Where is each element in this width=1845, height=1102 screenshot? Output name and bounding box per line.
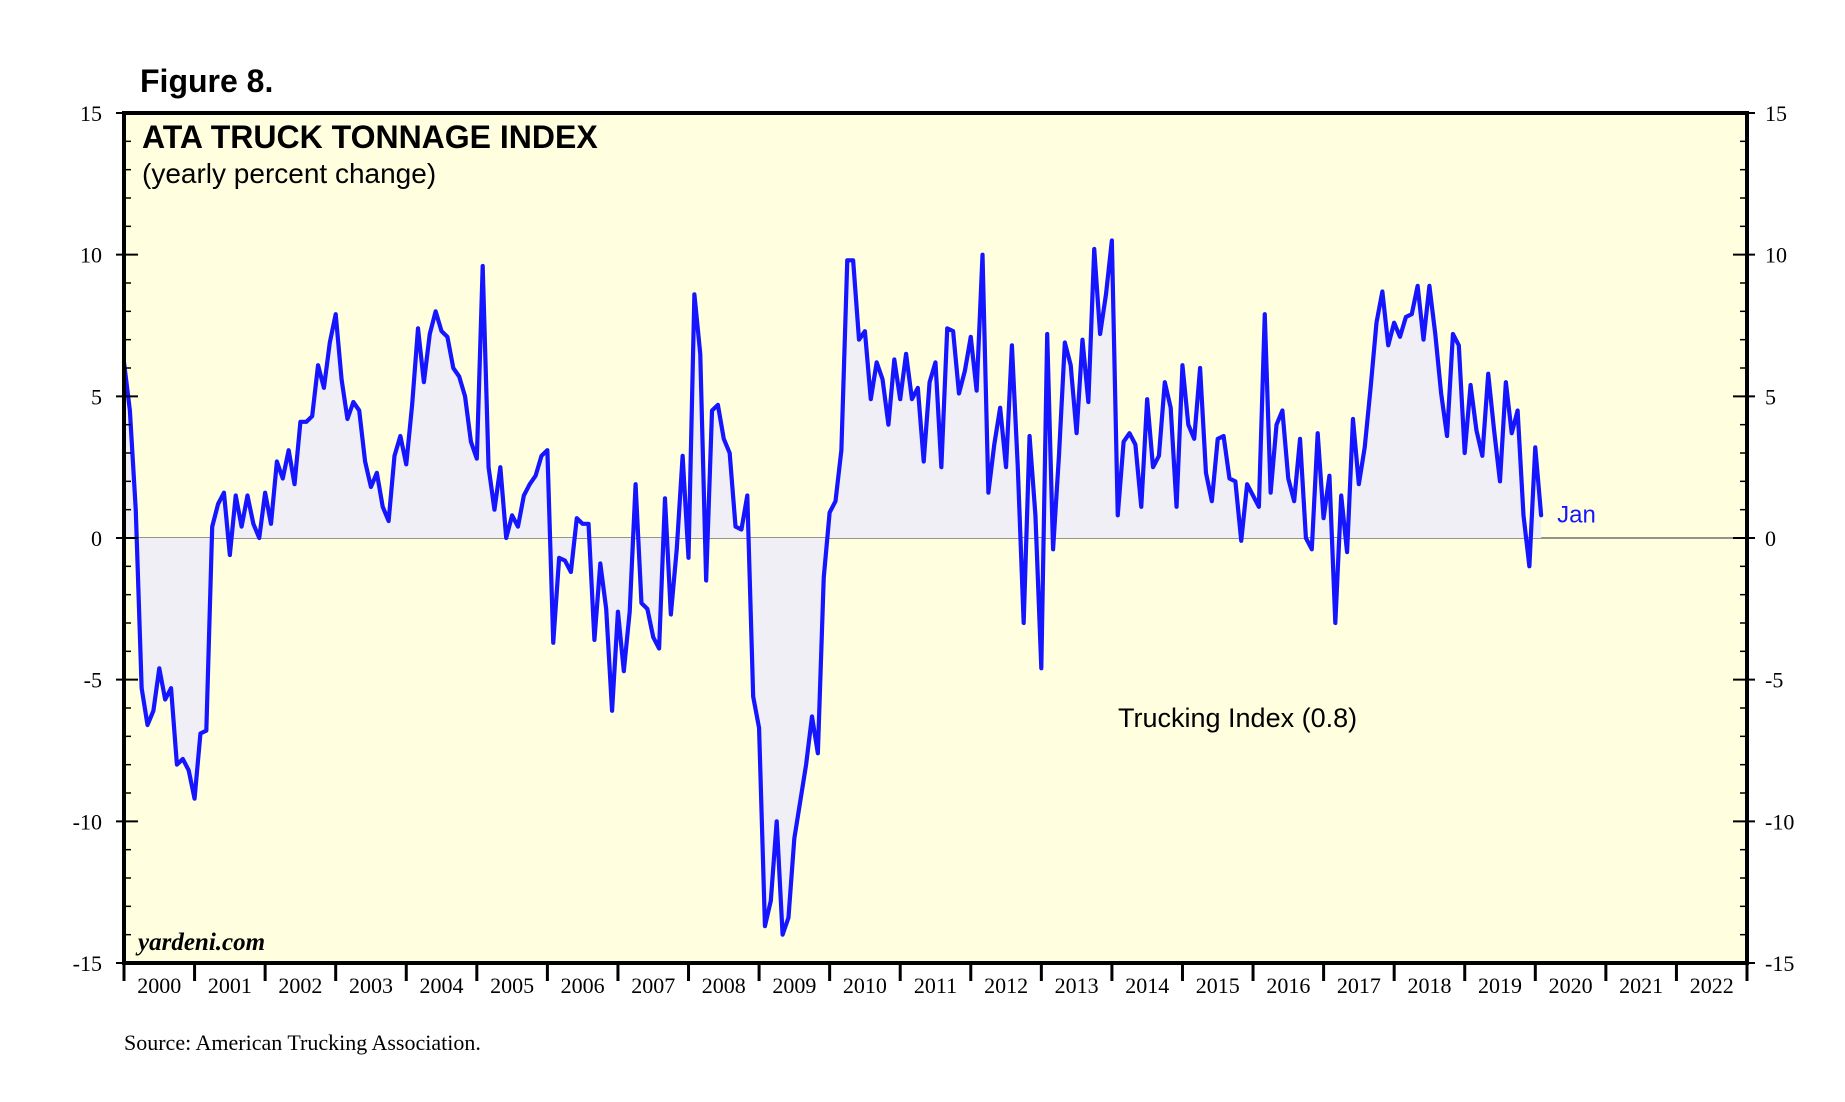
x-tick-label: 2015 (1196, 973, 1240, 998)
y-tick-label-right: 10 (1765, 243, 1787, 268)
x-tick-label: 2020 (1549, 973, 1593, 998)
y-tick-label-left: 10 (80, 243, 102, 268)
y-tick-label-left: 5 (91, 384, 102, 409)
x-tick-label: 2010 (843, 973, 887, 998)
source-note: Source: American Trucking Association. (124, 1030, 481, 1055)
x-tick-label: 2014 (1125, 973, 1169, 998)
y-tick-label-left: -15 (73, 951, 102, 976)
series-label: Trucking Index (0.8) (1118, 703, 1357, 733)
x-tick-label: 2008 (702, 973, 746, 998)
y-tick-label-right: 15 (1765, 101, 1787, 126)
plot-frame (122, 111, 1749, 965)
x-tick-label: 2001 (208, 973, 252, 998)
figure-label: Figure 8. (140, 63, 273, 99)
x-tick-label: 2000 (137, 973, 181, 998)
y-tick-label-right: 0 (1765, 526, 1776, 551)
x-tick-label: 2022 (1690, 973, 1734, 998)
x-tick-label: 2019 (1478, 973, 1522, 998)
x-tick-label: 2021 (1619, 973, 1663, 998)
x-tick-label: 2004 (420, 973, 464, 998)
x-tick-label: 2016 (1266, 973, 1310, 998)
y-tick-label-left: -5 (84, 668, 102, 693)
data-layer: Jan (121, 238, 1596, 937)
y-tick-label-left: 0 (91, 526, 102, 551)
y-tick-label-left: -10 (73, 809, 102, 834)
x-tick-label: 2006 (561, 973, 605, 998)
axis-tick-layer: 15 15 10 10 5 5 0 0 -5 -5 -10 -10 -15 -15 2000 2001 2002… (73, 101, 1795, 998)
x-tick-label: 2009 (772, 973, 816, 998)
x-tick-label: 2017 (1337, 973, 1381, 998)
y-tick-label-right: -10 (1765, 809, 1794, 834)
chart-title: ATA TRUCK TONNAGE INDEX (142, 119, 598, 155)
end-label: Jan (1557, 501, 1596, 528)
chart-subtitle: (yearly percent change) (142, 158, 436, 189)
y-tick-label-right: 5 (1765, 384, 1776, 409)
x-tick-label: 2002 (278, 973, 322, 998)
x-tick-label: 2012 (984, 973, 1028, 998)
x-tick-label: 2018 (1407, 973, 1451, 998)
x-tick-label: 2013 (1055, 973, 1099, 998)
series-line (121, 238, 1544, 937)
y-tick-label-left: 15 (80, 101, 102, 126)
watermark: yardeni.com (135, 929, 265, 956)
y-tick-label-right: -5 (1765, 668, 1783, 693)
x-tick-label: 2005 (490, 973, 534, 998)
x-tick-label: 2003 (349, 973, 393, 998)
y-tick-label-right: -15 (1765, 951, 1794, 976)
x-tick-label: 2011 (914, 973, 957, 998)
x-tick-label: 2007 (631, 973, 675, 998)
